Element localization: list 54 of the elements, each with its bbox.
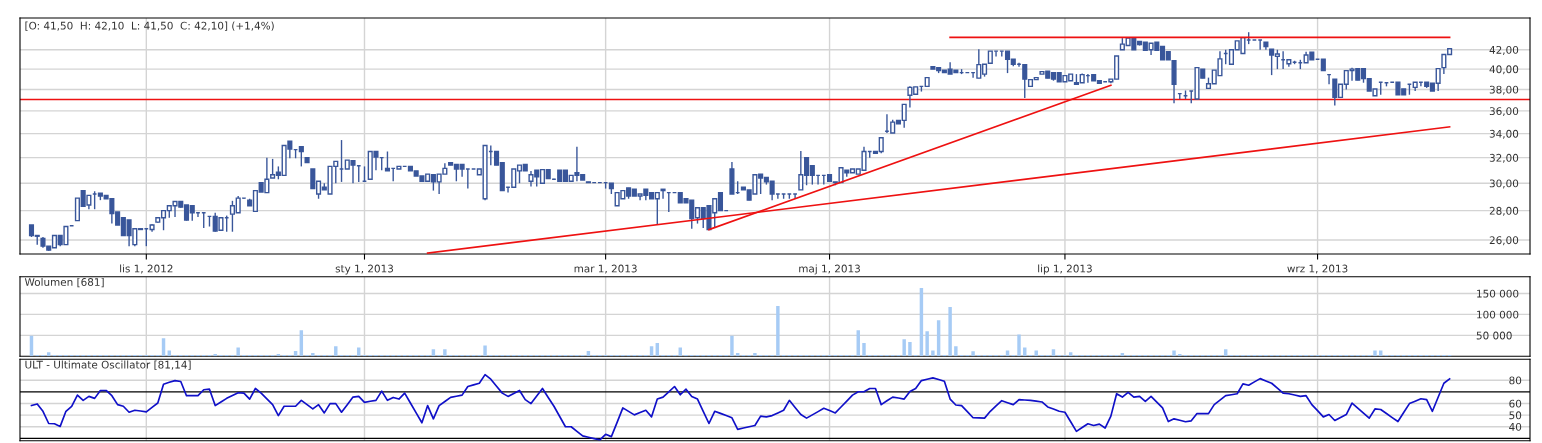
bar — [1373, 350, 1377, 357]
bar — [443, 349, 447, 357]
y-tick-label: 32,00 — [1489, 153, 1519, 163]
bar — [908, 342, 912, 357]
candlestick — [1171, 60, 1177, 104]
bar — [776, 306, 780, 357]
bar — [902, 339, 906, 357]
bar — [862, 342, 866, 357]
y-tick-label: 50 000 — [1476, 331, 1512, 340]
bar — [925, 331, 929, 357]
y-tick-label: 30,00 — [1489, 179, 1519, 189]
x-tick-label: sty 1, 2013 — [335, 264, 394, 275]
bar — [167, 350, 171, 357]
x-tick-label: wrz 1, 2013 — [1287, 264, 1348, 274]
y-tick-label: 38,00 — [1489, 85, 1519, 95]
y-tick-label: 40 — [1509, 422, 1522, 431]
y-tick-label: 60 — [1509, 399, 1522, 408]
y-tick-label: 40,00 — [1489, 65, 1519, 75]
bar — [730, 335, 734, 357]
y-tick-label: 42,00 — [1489, 45, 1519, 55]
chart-title: ULT - Ultimate Oscillator [81,14] — [25, 360, 191, 370]
bar — [1172, 350, 1176, 357]
y-tick-label: 50 — [1509, 411, 1522, 420]
line-series — [30, 373, 1451, 441]
y-tick-label: 26,00 — [1489, 236, 1519, 246]
candlestick — [298, 145, 304, 168]
bar — [311, 352, 315, 357]
y-tick-label: 28,00 — [1489, 206, 1519, 216]
bar — [954, 346, 958, 357]
candlestick — [660, 188, 666, 200]
bar — [334, 346, 338, 357]
bar — [931, 350, 935, 357]
bar — [236, 347, 240, 357]
candlestick — [384, 150, 391, 172]
chart-title: [O: 41,50 H: 42,10 L: 41,50 C: 42,10] (+1,4%) — [25, 21, 274, 31]
x-tick-label: maj 1, 2013 — [799, 264, 860, 275]
bar — [483, 345, 487, 357]
bar — [971, 351, 975, 357]
y-tick-label: 36,00 — [1489, 107, 1519, 117]
chart-title: Wolumen [681] — [24, 277, 104, 288]
bar — [753, 352, 757, 357]
y-tick-label: 80 — [1509, 376, 1522, 385]
bar — [1005, 350, 1010, 357]
bar — [213, 354, 217, 357]
bar — [1017, 334, 1021, 357]
y-tick-label: 100 000 — [1477, 310, 1519, 319]
bar — [1379, 350, 1383, 357]
y-tick-label: 150 000 — [1477, 289, 1519, 298]
y-tick-label: 34,00 — [1489, 129, 1519, 139]
bar — [948, 307, 952, 357]
x-tick-label: lis 1, 2012 — [120, 264, 173, 274]
bar — [1034, 350, 1038, 357]
x-tick-label: lip 1, 2013 — [1038, 264, 1092, 275]
x-tick-label: mar 1, 2013 — [574, 264, 637, 274]
